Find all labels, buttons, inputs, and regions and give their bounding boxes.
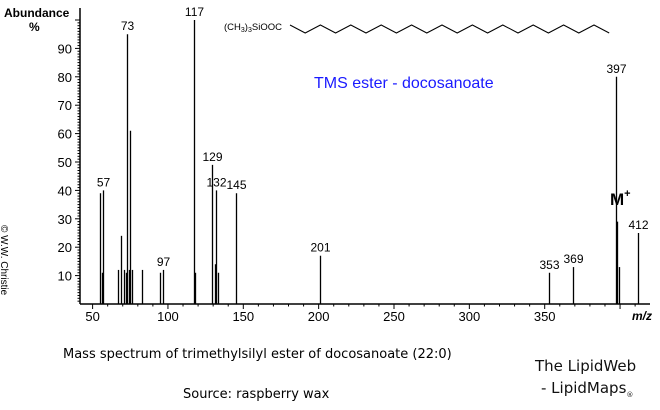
x-tick-label: 300 <box>458 309 480 324</box>
peak-label: 132 <box>206 175 226 189</box>
y-tick-label: 10 <box>58 269 72 284</box>
peak-label: 129 <box>202 150 222 164</box>
copyright-text: © W.W. Christie <box>0 225 9 296</box>
y-tick-label: 50 <box>58 155 72 170</box>
y-axis-unit: % <box>29 20 40 34</box>
x-tick-label: 150 <box>232 309 254 324</box>
y-axis-label: Abundance <box>4 6 70 20</box>
x-tick-label: 100 <box>157 309 179 324</box>
peak-label: 412 <box>628 218 648 232</box>
y-tick-label: 20 <box>58 240 72 255</box>
peak-label: 201 <box>310 241 330 255</box>
fatty-acid-chain <box>289 24 610 34</box>
y-tick-label: 60 <box>58 127 72 142</box>
structure-formula: (CH3)3SiOOC <box>224 22 282 34</box>
peak-label: 369 <box>563 252 583 266</box>
peak-label: 57 <box>97 175 111 189</box>
x-axis-label: m/z <box>632 309 652 323</box>
brand-line2: - LipidMaps® <box>541 379 634 399</box>
x-tick-label: 200 <box>308 309 330 324</box>
caption-main: Mass spectrum of trimethylsilyl ester of… <box>63 347 452 362</box>
x-tick-label: 50 <box>85 309 99 324</box>
peak-labels: 57 73 97 117 129 132 145 201 353 369 397 412 <box>97 5 649 272</box>
x-tick-label: 250 <box>383 309 405 324</box>
caption-source: Source: raspberry wax <box>183 387 330 402</box>
molecular-ion-label: M+ <box>610 188 631 209</box>
mass-spectrum-chart: 10 20 30 40 50 60 70 80 90 50 100 150 200 250 300 350 5… <box>4 5 652 324</box>
peak-label: 97 <box>157 255 171 269</box>
y-tick-label: 40 <box>58 183 72 198</box>
peak-label: 145 <box>226 178 246 192</box>
y-tick-label: 30 <box>58 212 72 227</box>
y-tick-label: 90 <box>58 41 72 56</box>
chart-title: TMS ester - docosanoate <box>314 75 494 92</box>
peak-label: 397 <box>606 62 626 76</box>
y-tick-label: 70 <box>58 98 72 113</box>
y-tick-label: 80 <box>58 70 72 85</box>
x-tick-label: 350 <box>534 309 556 324</box>
brand-line1: The LipidWeb <box>535 357 637 375</box>
peaks <box>99 20 640 304</box>
peak-label: 353 <box>539 258 559 272</box>
peak-label: 73 <box>121 19 135 33</box>
axes: 10 20 30 40 50 60 70 80 90 50 100 150 200 250 300 350 <box>58 8 650 324</box>
peak-label: 117 <box>185 5 204 19</box>
